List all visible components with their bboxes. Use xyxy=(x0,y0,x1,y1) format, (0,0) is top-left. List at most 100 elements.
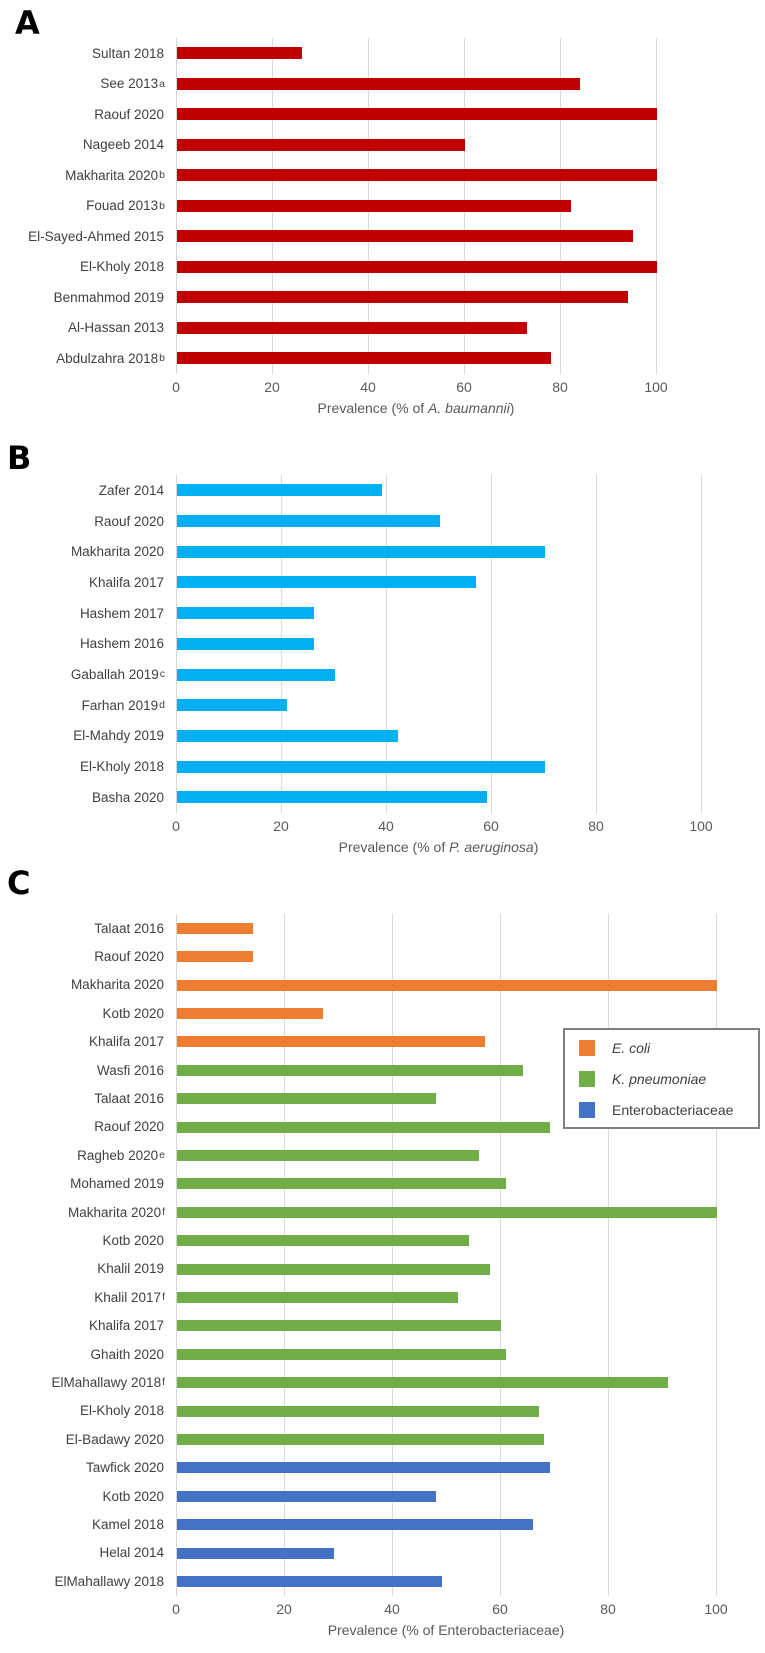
bar xyxy=(177,291,629,304)
bar xyxy=(177,1462,550,1474)
bar xyxy=(177,607,314,620)
bar xyxy=(177,1575,442,1587)
category-label: Talaat 2016 xyxy=(0,914,176,942)
x-tick-label: 40 xyxy=(384,1600,400,1617)
category-label-text: El-Kholy 2018 xyxy=(79,759,164,775)
category-label: Khalil 2017 f xyxy=(94,1289,165,1305)
bar xyxy=(177,1007,323,1019)
category-label: Khalifa 2017 xyxy=(0,567,176,598)
category-label-text: See 2013 xyxy=(100,76,159,92)
legend-swatch xyxy=(579,1101,595,1118)
category-label-text: Sultan 2018 xyxy=(91,45,164,61)
gridline xyxy=(392,914,393,1596)
bar xyxy=(177,1235,469,1247)
x-tick-label: 20 xyxy=(273,817,289,834)
bar xyxy=(177,1377,669,1389)
category-label-text: Makharita 2020 xyxy=(65,167,159,183)
gridline xyxy=(386,475,387,813)
category-label-text: Al-Hassan 2013 xyxy=(67,320,164,336)
category-label: Raouf 2020 xyxy=(0,99,176,130)
category-label: Wasfi 2016 xyxy=(0,1056,176,1084)
category-label: Benmahmod 2019 xyxy=(0,282,176,313)
category-label-text: Raouf 2020 xyxy=(94,1119,164,1135)
panel-b-letter: B xyxy=(7,439,32,477)
panel-c: C Talaat 2016 Raouf 2020 Makharita 2020 Kot… xyxy=(0,862,765,1638)
bar xyxy=(177,729,398,742)
plot-area: E. coli K. pneumoniae Enterobacteriaceae xyxy=(176,914,760,1596)
category-label: El-Kholy 2018 xyxy=(0,751,176,782)
category-label-text: Abdulzahra 2018 xyxy=(56,350,159,366)
category-label-text: ElMahallawy 2018 xyxy=(51,1374,162,1390)
x-tick-label: 100 xyxy=(704,1600,728,1617)
category-label-text: Hashem 2016 xyxy=(79,636,164,652)
x-tick-label: 80 xyxy=(600,1600,616,1617)
bar xyxy=(177,47,302,60)
x-axis-ticks: 0 20 40 60 80 100 xyxy=(172,378,668,397)
x-tick-label: 40 xyxy=(378,817,394,834)
gridline xyxy=(716,914,717,1596)
x-tick-label: 100 xyxy=(644,378,668,395)
x-axis-label-suffix: ) xyxy=(509,399,515,416)
category-label: Khalil 2019 xyxy=(0,1255,176,1283)
chart-body: Zafer 2014 Raouf 2020 Makharita 2020 Khalif… xyxy=(0,475,765,813)
panel-a-chart: Sultan 2018 See 2013 a Raouf 2020 Nageeb 201… xyxy=(0,38,765,416)
category-label: Kotb 2020 xyxy=(0,1226,176,1254)
x-tick-label: 60 xyxy=(483,817,499,834)
bar xyxy=(177,576,477,589)
category-label: El-Kholy 2018 xyxy=(0,252,176,283)
x-tick-label: 20 xyxy=(276,1600,292,1617)
category-label: Basha 2020 xyxy=(0,782,176,813)
x-axis-label-suffix: ) xyxy=(533,838,539,855)
x-tick-label: 60 xyxy=(492,1600,508,1617)
x-axis-label-text: Prevalence (% of xyxy=(338,838,450,855)
x-axis-label: Prevalence (% of P. aeruginosa) xyxy=(176,839,701,855)
category-label: Hashem 2017 xyxy=(0,598,176,629)
category-label-text: Farhan 2019 xyxy=(81,697,159,713)
bar xyxy=(177,1433,545,1445)
bar xyxy=(177,1405,539,1417)
category-label-text: Basha 2020 xyxy=(91,789,164,805)
category-label-text: Khalifa 2017 xyxy=(88,1318,164,1334)
bar xyxy=(177,979,717,991)
bar xyxy=(177,637,314,650)
category-label: Farhan 2019 d xyxy=(81,697,165,713)
category-label-text: El-Mahdy 2019 xyxy=(73,728,164,744)
bar xyxy=(177,922,253,934)
chart-body: Talaat 2016 Raouf 2020 Makharita 2020 Kotb … xyxy=(0,914,765,1596)
category-label: Raouf 2020 xyxy=(0,1113,176,1141)
category-label: Sultan 2018 xyxy=(0,38,176,69)
legend-entry: Enterobacteriaceae xyxy=(565,1094,758,1125)
category-label: El-Kholy 2018 xyxy=(0,1397,176,1425)
category-label: Tawfick 2020 xyxy=(0,1453,176,1481)
gridline xyxy=(500,914,501,1596)
x-tick-label: 60 xyxy=(456,378,472,395)
category-label: Mohamed 2019 xyxy=(0,1170,176,1198)
gridline xyxy=(284,914,285,1596)
category-label: El-Badawy 2020 xyxy=(0,1425,176,1453)
category-label-text: Wasfi 2016 xyxy=(96,1062,164,1078)
panel-a-letter: A xyxy=(15,4,40,42)
bar xyxy=(177,1547,334,1559)
category-label: Kamel 2018 xyxy=(0,1510,176,1538)
category-label-text: Khalifa 2017 xyxy=(88,574,164,590)
y-axis-line xyxy=(176,38,177,374)
bar xyxy=(177,321,528,334)
category-label: Ghaith 2020 xyxy=(0,1340,176,1368)
bar xyxy=(177,1064,523,1076)
x-axis-label-species: A. baumannii xyxy=(428,399,510,416)
category-label-text: Kotb 2020 xyxy=(102,1232,164,1248)
category-label-text: Makharita 2020 xyxy=(70,544,164,560)
category-label-text: Khalifa 2017 xyxy=(88,1034,164,1050)
gridline xyxy=(701,475,702,813)
bar xyxy=(177,951,253,963)
bar xyxy=(177,1121,550,1133)
category-label: El-Sayed-Ahmed 2015 xyxy=(0,221,176,252)
x-axis-ticks: 0 20 40 60 80 100 xyxy=(172,1600,728,1619)
category-label: Al-Hassan 2013 xyxy=(0,313,176,344)
bar xyxy=(177,77,581,90)
x-axis-label: Prevalence (% of A. baumannii) xyxy=(176,400,656,416)
bar xyxy=(177,352,552,365)
x-tick-label: 20 xyxy=(264,378,280,395)
gridline xyxy=(656,38,657,374)
legend-label: Enterobacteriaceae xyxy=(612,1101,734,1118)
